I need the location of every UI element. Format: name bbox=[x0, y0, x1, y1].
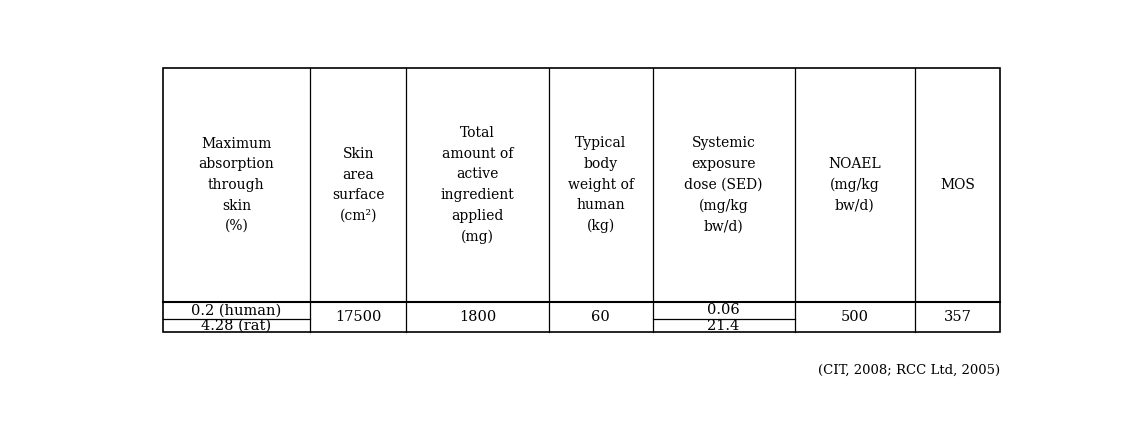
Text: NOAEL
(mg/kg
bw/d): NOAEL (mg/kg bw/d) bbox=[829, 157, 882, 213]
Text: Typical
body
weight of
human
(kg): Typical body weight of human (kg) bbox=[568, 136, 634, 234]
Text: (CIT, 2008; RCC Ltd, 2005): (CIT, 2008; RCC Ltd, 2005) bbox=[819, 363, 1000, 376]
Text: 17500: 17500 bbox=[336, 310, 382, 324]
Text: MOS: MOS bbox=[940, 178, 975, 192]
Text: 0.2 (human): 0.2 (human) bbox=[191, 303, 282, 317]
Bar bbox=[162, 68, 1000, 332]
Text: 4.28 (rat): 4.28 (rat) bbox=[202, 319, 271, 333]
Text: 60: 60 bbox=[591, 310, 610, 324]
Text: Systemic
exposure
dose (SED)
(mg/kg
bw/d): Systemic exposure dose (SED) (mg/kg bw/d… bbox=[685, 136, 762, 234]
Text: Skin
area
surface
(cm²): Skin area surface (cm²) bbox=[332, 147, 385, 223]
Text: 1800: 1800 bbox=[459, 310, 497, 324]
Text: 21.4: 21.4 bbox=[707, 319, 740, 333]
Text: 500: 500 bbox=[841, 310, 869, 324]
Text: Total
amount of
active
ingredient
applied
(mg): Total amount of active ingredient applie… bbox=[440, 126, 515, 244]
Text: Maximum
absorption
through
skin
(%): Maximum absorption through skin (%) bbox=[198, 137, 275, 233]
Text: 357: 357 bbox=[944, 310, 972, 324]
Text: 0.06: 0.06 bbox=[707, 303, 740, 317]
